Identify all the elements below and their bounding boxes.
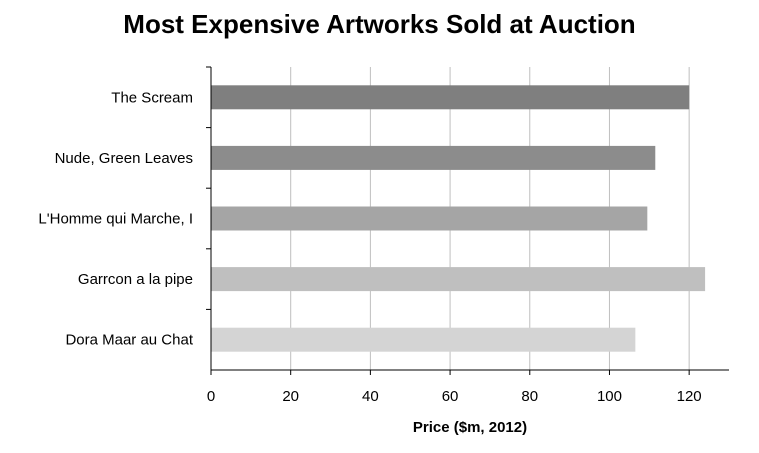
x-axis-title: Price ($m, 2012) <box>413 419 527 436</box>
category-label: The Scream <box>111 89 193 106</box>
labels: 0 20 40 60 80 100 120 The Scream Nude, Green Lea… <box>38 89 701 405</box>
bar <box>211 327 636 352</box>
bar <box>211 85 690 110</box>
bars <box>211 85 706 352</box>
category-label: Garrcon a la pipe <box>78 271 193 288</box>
x-tick-label: 100 <box>597 388 622 405</box>
category-label: Nude, Green Leaves <box>55 150 193 167</box>
x-tick-label: 40 <box>362 388 379 405</box>
chart-title: Most Expensive Artworks Sold at Auction <box>123 9 636 39</box>
x-tick-label: 0 <box>207 388 215 405</box>
category-label: L'Homme qui Marche, I <box>38 211 193 228</box>
bar <box>211 206 648 231</box>
x-tick-label: 60 <box>442 388 459 405</box>
bar <box>211 145 656 170</box>
x-tick-label: 80 <box>521 388 538 405</box>
x-tick-label: 20 <box>282 388 299 405</box>
category-label: Dora Maar au Chat <box>65 332 193 349</box>
axes <box>206 66 729 375</box>
bar <box>211 267 706 292</box>
x-tick-label: 120 <box>677 388 702 405</box>
